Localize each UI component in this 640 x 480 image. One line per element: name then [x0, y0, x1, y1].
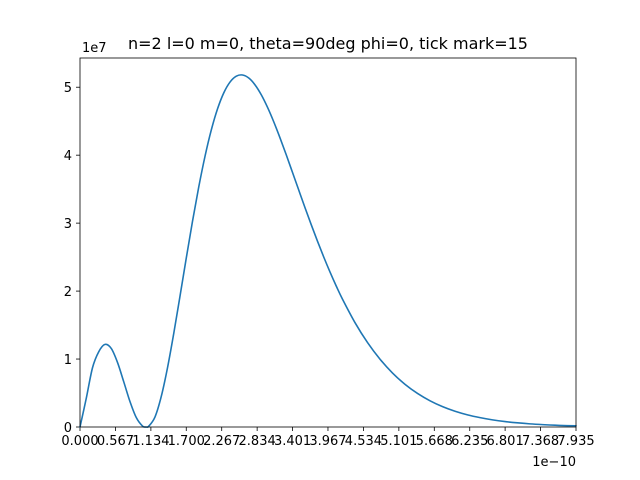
x-tick-label: 5.101: [380, 434, 417, 449]
x-tick-label: 2.267: [203, 434, 240, 449]
x-tick-label: 7.368: [522, 434, 559, 449]
y-axis: 0 1 2 3 4 5: [64, 81, 80, 436]
y-tick-label: 3: [64, 217, 72, 232]
x-tick-label: 2.834: [239, 434, 276, 449]
chart-title: n=2 l=0 m=0, theta=90deg phi=0, tick mar…: [128, 34, 528, 53]
x-tick-label: 0.567: [97, 434, 134, 449]
x-tick-label: 5.668: [416, 434, 453, 449]
x-tick-label: 1.134: [132, 434, 169, 449]
x-tick-label: 1.700: [168, 434, 205, 449]
x-tick-label: 6.801: [487, 434, 524, 449]
y-offset-label: 1e7: [82, 41, 107, 56]
y-tick-label: 2: [64, 285, 72, 300]
y-tick-label: 0: [64, 421, 72, 436]
y-tick-label: 1: [64, 353, 72, 368]
x-tick-label: 3.401: [274, 434, 311, 449]
y-tick-label: 5: [64, 81, 72, 96]
y-tick-label: 4: [64, 149, 72, 164]
x-tick-label: 4.534: [345, 434, 382, 449]
x-tick-label: 7.935: [557, 434, 594, 449]
x-tick-label: 0.000: [61, 434, 98, 449]
axes-frame: [79, 57, 577, 428]
x-tick-label: 3.967: [309, 434, 346, 449]
x-offset-label: 1e−10: [532, 455, 576, 470]
plot-area: [80, 58, 576, 427]
x-axis: 0.0000.5671.1341.7002.2672.8343.4013.967…: [61, 427, 595, 449]
x-tick-label: 6.235: [451, 434, 488, 449]
